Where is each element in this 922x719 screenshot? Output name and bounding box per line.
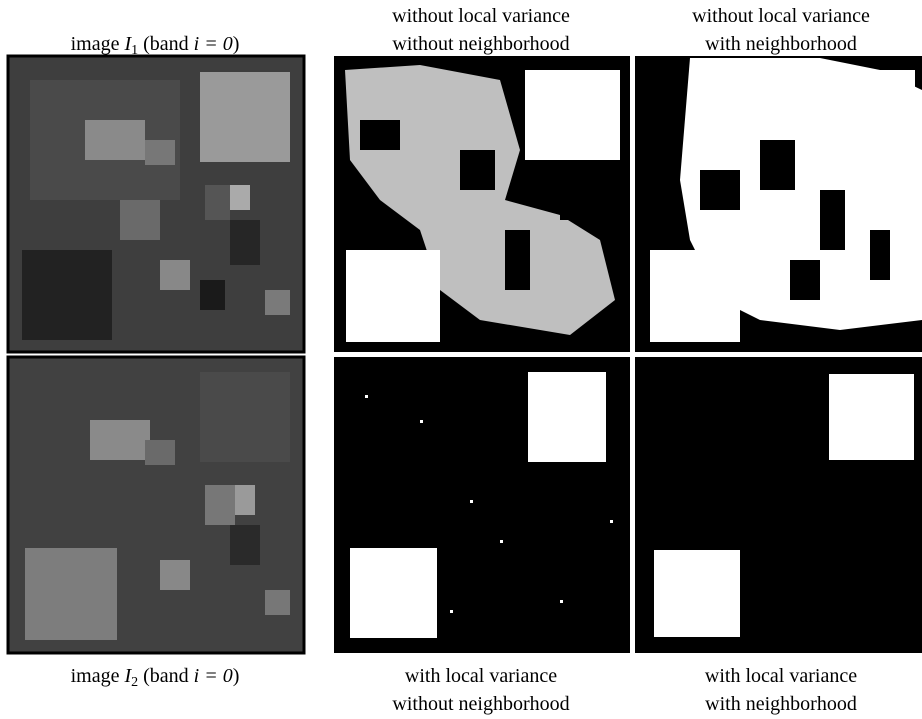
caption-text: ) bbox=[233, 33, 240, 55]
caption-text: ) bbox=[233, 665, 240, 687]
caption-math: i = 0 bbox=[194, 665, 233, 687]
figure: image I1 (band i = 0) without local vari… bbox=[0, 0, 922, 719]
image-panel bbox=[635, 56, 922, 352]
caption-subscript: 2 bbox=[131, 675, 138, 690]
caption-line: with neighborhood bbox=[705, 33, 857, 55]
image-panel bbox=[635, 357, 922, 653]
caption-text: image bbox=[71, 33, 125, 55]
caption-line: with neighborhood bbox=[705, 693, 857, 715]
caption-line: without local variance bbox=[392, 5, 570, 27]
caption-line: with local variance bbox=[705, 665, 857, 687]
caption-text: (band bbox=[138, 33, 194, 55]
caption-text: image bbox=[71, 665, 125, 687]
image-panel bbox=[8, 357, 304, 653]
image-panel bbox=[334, 56, 630, 352]
caption-line: without neighborhood bbox=[392, 33, 569, 55]
caption-image-2: image I2 (band i = 0) bbox=[71, 665, 240, 690]
image-panel bbox=[334, 357, 630, 653]
caption-line: with local variance bbox=[405, 665, 557, 687]
caption-line: without neighborhood bbox=[392, 693, 569, 715]
image-panel bbox=[8, 56, 304, 352]
caption-math: i = 0 bbox=[194, 33, 233, 55]
caption-line: without local variance bbox=[692, 5, 870, 27]
caption-text: (band bbox=[138, 665, 194, 687]
caption-image-1: image I1 (band i = 0) bbox=[71, 33, 240, 58]
